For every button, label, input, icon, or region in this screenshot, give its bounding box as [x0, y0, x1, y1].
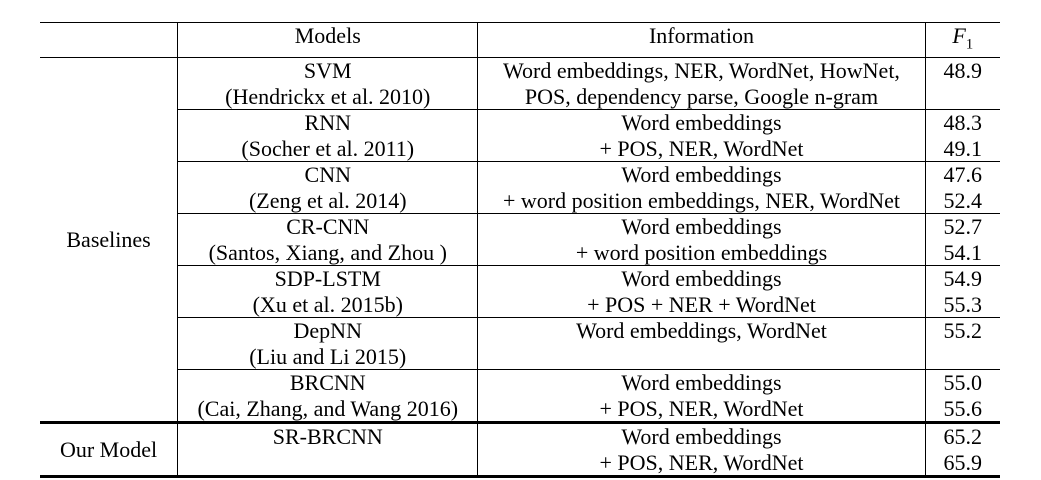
model-name: SR-BRCNN: [272, 424, 383, 450]
table-row: SDP-LSTM (Xu et al. 2015b) Word embeddings…: [40, 265, 1000, 318]
information-line: + POS + NER + WordNet: [587, 291, 816, 317]
f1-cell: 47.6 52.4: [924, 161, 1000, 214]
our-model-group: Our Model SR-BRCNN Word embeddings + POS, N…: [40, 422, 1000, 477]
f1-score: 55.3: [943, 291, 983, 317]
f1-score: 48.9: [943, 58, 983, 84]
model-cell: CNN (Zeng et al. 2014): [177, 161, 478, 214]
f1-score: [926, 84, 1000, 110]
information-cell: Word embeddings, NER, WordNet, HowNet, PO…: [477, 57, 926, 110]
f1-score: 47.6: [943, 162, 983, 188]
table-row: DepNN (Liu and Li 2015) Word embeddings, W…: [40, 317, 1000, 370]
f1-score: 65.9: [943, 449, 983, 475]
f1-score: 54.9: [943, 266, 983, 292]
f1-cell: 55.0 55.6: [924, 369, 1000, 423]
information-line: POS, dependency parse, Google n-gram: [524, 83, 879, 109]
header-blank-cell: [40, 23, 178, 58]
information-cell: Word embeddings + POS, NER, WordNet: [477, 369, 926, 423]
baselines-group: Baselines SVM (Hendrickx et al. 2010) Word …: [40, 57, 1000, 423]
results-table: Models Information F1 Baselines SVM (Hendr…: [40, 22, 1000, 478]
f1-score: 55.0: [943, 370, 983, 396]
table-row: Baselines SVM (Hendrickx et al. 2010) Word …: [40, 57, 1000, 252]
table-row: BRCNN (Cai, Zhang, and Wang 2016) Word emb…: [40, 369, 1000, 423]
f1-score: 49.1: [943, 135, 983, 161]
model-reference: [178, 450, 477, 476]
information-cell: Word embeddings + word position embedding…: [477, 161, 926, 214]
f1-score: 55.6: [943, 395, 983, 421]
information-line: Word embeddings: [621, 370, 782, 396]
model-cell: DepNN (Liu and Li 2015): [177, 317, 478, 370]
model-cell: SDP-LSTM (Xu et al. 2015b): [177, 265, 478, 318]
f1-cell: 52.7 54.1: [924, 213, 1000, 266]
model-cell: RNN (Socher et al. 2011): [177, 109, 478, 162]
model-name: SVM: [303, 58, 352, 84]
information-line: Word embeddings: [621, 424, 782, 450]
header-f1: F1: [924, 22, 1000, 58]
information-cell: Word embeddings + POS, NER, WordNet: [477, 109, 926, 162]
information-line: + POS, NER, WordNet: [599, 449, 804, 475]
information-cell: Word embeddings, WordNet: [477, 317, 926, 370]
table-row: Our Model SR-BRCNN Word embeddings + POS, N…: [40, 422, 1000, 477]
model-cell: CR-CNN (Santos, Xiang, and Zhou ): [177, 213, 478, 266]
model-name: CR-CNN: [286, 214, 370, 240]
information-line: + word position embeddings: [575, 239, 828, 265]
f1-score: 48.3: [943, 110, 983, 136]
f1-cell: 55.2: [924, 317, 1000, 370]
f1-cell: 65.2 65.9: [924, 422, 1000, 477]
model-name: DepNN: [293, 318, 362, 344]
group-label: Our Model: [59, 437, 158, 463]
f1-subscript: 1: [965, 36, 974, 53]
information-line: Word embeddings, WordNet: [576, 318, 827, 344]
header-information: Information: [477, 22, 926, 58]
model-reference: (Xu et al. 2015b): [252, 291, 403, 317]
model-reference: (Liu and Li 2015): [249, 343, 407, 369]
f1-cell: 48.9: [924, 57, 1000, 110]
model-name: BRCNN: [289, 370, 366, 396]
information-line: Word embeddings, NER, WordNet, HowNet,: [503, 58, 900, 84]
group-label: Baselines: [66, 227, 151, 253]
f1-score: 52.4: [943, 187, 983, 213]
information-line: + POS, NER, WordNet: [599, 395, 804, 421]
f1-cell: 48.3 49.1: [924, 109, 1000, 162]
information-line: [478, 344, 924, 370]
model-reference: (Cai, Zhang, and Wang 2016): [197, 395, 459, 421]
table-row: RNN (Socher et al. 2011) Word embeddings + …: [40, 109, 1000, 162]
information-cell: Word embeddings + POS + NER + WordNet: [477, 265, 926, 318]
model-cell: SR-BRCNN: [177, 422, 478, 477]
f1-cell: 54.9 55.3: [924, 265, 1000, 318]
f1-score: 54.1: [943, 239, 983, 265]
information-line: Word embeddings: [621, 110, 782, 136]
f1-score: 65.2: [943, 424, 983, 450]
information-line: Word embeddings: [621, 162, 782, 188]
model-name: SDP-LSTM: [274, 266, 381, 292]
table-header: Models Information F1: [40, 22, 1000, 58]
model-cell: BRCNN (Cai, Zhang, and Wang 2016): [177, 369, 478, 423]
model-cell: SVM (Hendrickx et al. 2010): [177, 57, 478, 110]
information-line: + POS, NER, WordNet: [599, 135, 804, 161]
table-row: CNN (Zeng et al. 2014) Word embeddings + wo…: [40, 161, 1000, 214]
information-cell: Word embeddings + word position embedding…: [477, 213, 926, 266]
table-row: CR-CNN (Santos, Xiang, and Zhou ) Word emb…: [40, 213, 1000, 266]
model-reference: (Hendrickx et al. 2010): [225, 83, 431, 109]
f1-score: [926, 344, 1000, 370]
information-line: Word embeddings: [621, 266, 782, 292]
f1-score: 55.2: [943, 318, 983, 344]
information-cell: Word embeddings + POS, NER, WordNet: [477, 422, 926, 477]
information-line: Word embeddings: [621, 214, 782, 240]
f1-symbol: F: [952, 23, 966, 48]
header-models: Models: [177, 22, 478, 58]
information-line: + word position embeddings, NER, WordNet: [502, 187, 901, 213]
f1-score: 52.7: [943, 214, 983, 240]
model-reference: (Santos, Xiang, and Zhou ): [208, 239, 447, 265]
model-name: RNN: [304, 110, 351, 136]
model-name: CNN: [304, 162, 351, 188]
model-reference: (Zeng et al. 2014): [248, 187, 407, 213]
model-reference: (Socher et al. 2011): [241, 135, 415, 161]
